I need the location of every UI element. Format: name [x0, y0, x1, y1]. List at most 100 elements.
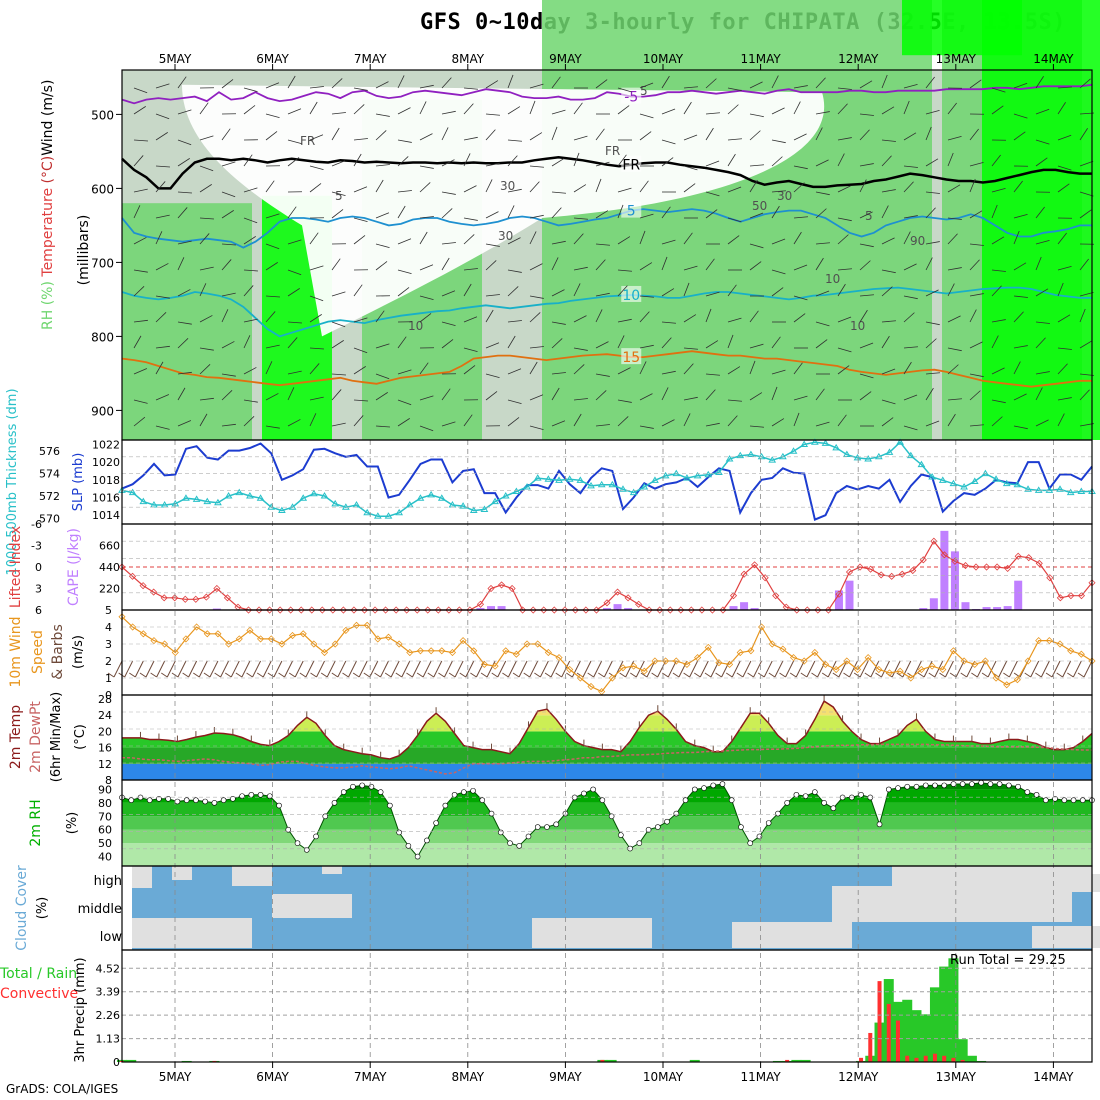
upper-barb	[903, 312, 915, 323]
li-point	[476, 600, 485, 608]
upper-barb	[947, 152, 954, 167]
upper-barb	[177, 321, 192, 325]
wind-point	[406, 648, 414, 657]
xtick-bottom-12MAY: 12MAY	[838, 1070, 879, 1084]
wind-point	[917, 665, 926, 674]
wind-barb-flag	[939, 672, 946, 678]
wind-label-1: 10m Wind	[8, 616, 24, 687]
rh-point	[534, 824, 541, 830]
upper-barb	[551, 109, 566, 115]
wind-point	[672, 657, 680, 665]
upper-barb	[463, 283, 472, 297]
wind-barb-flag	[566, 672, 573, 678]
upper-barb	[199, 233, 210, 245]
li-point	[772, 592, 780, 600]
upper-barb	[551, 321, 566, 325]
wind-point	[875, 665, 883, 674]
wind-label-2: Speed	[30, 630, 46, 674]
upper-barb	[771, 369, 786, 375]
wind-barb	[976, 660, 986, 678]
temperature-panel	[121, 695, 1093, 780]
upper-barb	[837, 268, 852, 271]
upper-barb	[441, 242, 456, 245]
wind-point	[928, 662, 936, 670]
rh-tick-label: 90	[98, 783, 112, 796]
upper-barb	[903, 295, 918, 300]
rh-point	[1061, 797, 1068, 803]
rh-point	[913, 783, 920, 790]
upper-barb	[727, 217, 742, 223]
upper-barb	[353, 317, 368, 323]
cloud-gap-3	[322, 866, 342, 874]
thickness-point	[416, 494, 425, 501]
upper-barb	[441, 208, 453, 219]
upper-barb	[441, 388, 451, 401]
upper-barb	[419, 295, 434, 301]
upper-barb	[1057, 86, 1072, 89]
cape-tick-label: 440	[99, 561, 120, 574]
isotherm-3	[121, 286, 1092, 338]
rh-point	[655, 824, 661, 830]
wind-point	[544, 648, 552, 657]
li-point	[751, 561, 759, 569]
wind-barb-flag	[1003, 672, 1010, 678]
wind-barb	[113, 660, 123, 678]
upper-barb	[749, 392, 763, 401]
thickness-point	[437, 494, 446, 501]
wind-point	[821, 660, 830, 668]
thickness-point	[320, 492, 329, 499]
wind-barb-flag	[342, 672, 349, 678]
precip-tick-label: 0	[113, 1056, 120, 1069]
upper-barb	[573, 398, 588, 401]
upper-barb	[155, 181, 166, 193]
wind-barb	[294, 660, 304, 678]
wind-barb-flag	[161, 672, 168, 678]
upper-barb	[331, 112, 346, 115]
upper-barb	[661, 387, 669, 401]
upper-barb	[1079, 209, 1092, 219]
thickness-point	[182, 494, 190, 501]
upper-barb	[419, 182, 431, 193]
rh-point	[691, 786, 698, 793]
wind-barb-flag	[949, 672, 957, 678]
rh-point	[710, 782, 717, 789]
xtick-top-6MAY: 6MAY	[256, 52, 289, 66]
li-point	[487, 584, 495, 593]
upper-barb	[1013, 82, 1028, 89]
wind-barb	[806, 660, 816, 678]
wind-barb	[348, 660, 357, 678]
upper-barb	[661, 337, 672, 349]
wind-barb-flag	[917, 672, 925, 678]
upper-barb	[155, 231, 163, 245]
wind-barb-flag	[789, 672, 797, 678]
rh-point	[682, 797, 689, 803]
upper-barb	[551, 257, 559, 271]
contour-label-10: 30	[777, 189, 792, 203]
upper-barb	[925, 387, 934, 401]
cloud-gap-0	[132, 866, 152, 888]
cloud-cover-panel	[132, 866, 1100, 950]
upper-barb	[331, 422, 346, 427]
rh-point	[885, 786, 892, 793]
rh-point	[396, 829, 402, 836]
upper-barb	[881, 335, 890, 349]
rh-point	[1079, 797, 1086, 803]
upper-barb	[705, 373, 720, 376]
wind-barb	[369, 660, 379, 678]
upper-barb	[727, 87, 742, 92]
wind-barb	[849, 660, 858, 678]
rh-point	[350, 783, 356, 790]
upper-barb	[639, 113, 654, 119]
wind-point	[523, 640, 531, 648]
upper-barb	[595, 128, 605, 141]
wind-barb	[230, 660, 240, 678]
wind-barb	[507, 660, 517, 678]
temp-label-1: 2m Temp	[8, 705, 24, 769]
upper-ylabel: RH (%) Temperature (°C)Wind (m/s)	[40, 80, 56, 330]
xtick-bottom-11MAY: 11MAY	[740, 1070, 781, 1084]
upper-barb	[331, 209, 344, 219]
li-point	[603, 599, 611, 607]
upper-barb	[661, 256, 668, 271]
upper-barb	[947, 184, 961, 193]
cape-bar	[624, 608, 633, 610]
